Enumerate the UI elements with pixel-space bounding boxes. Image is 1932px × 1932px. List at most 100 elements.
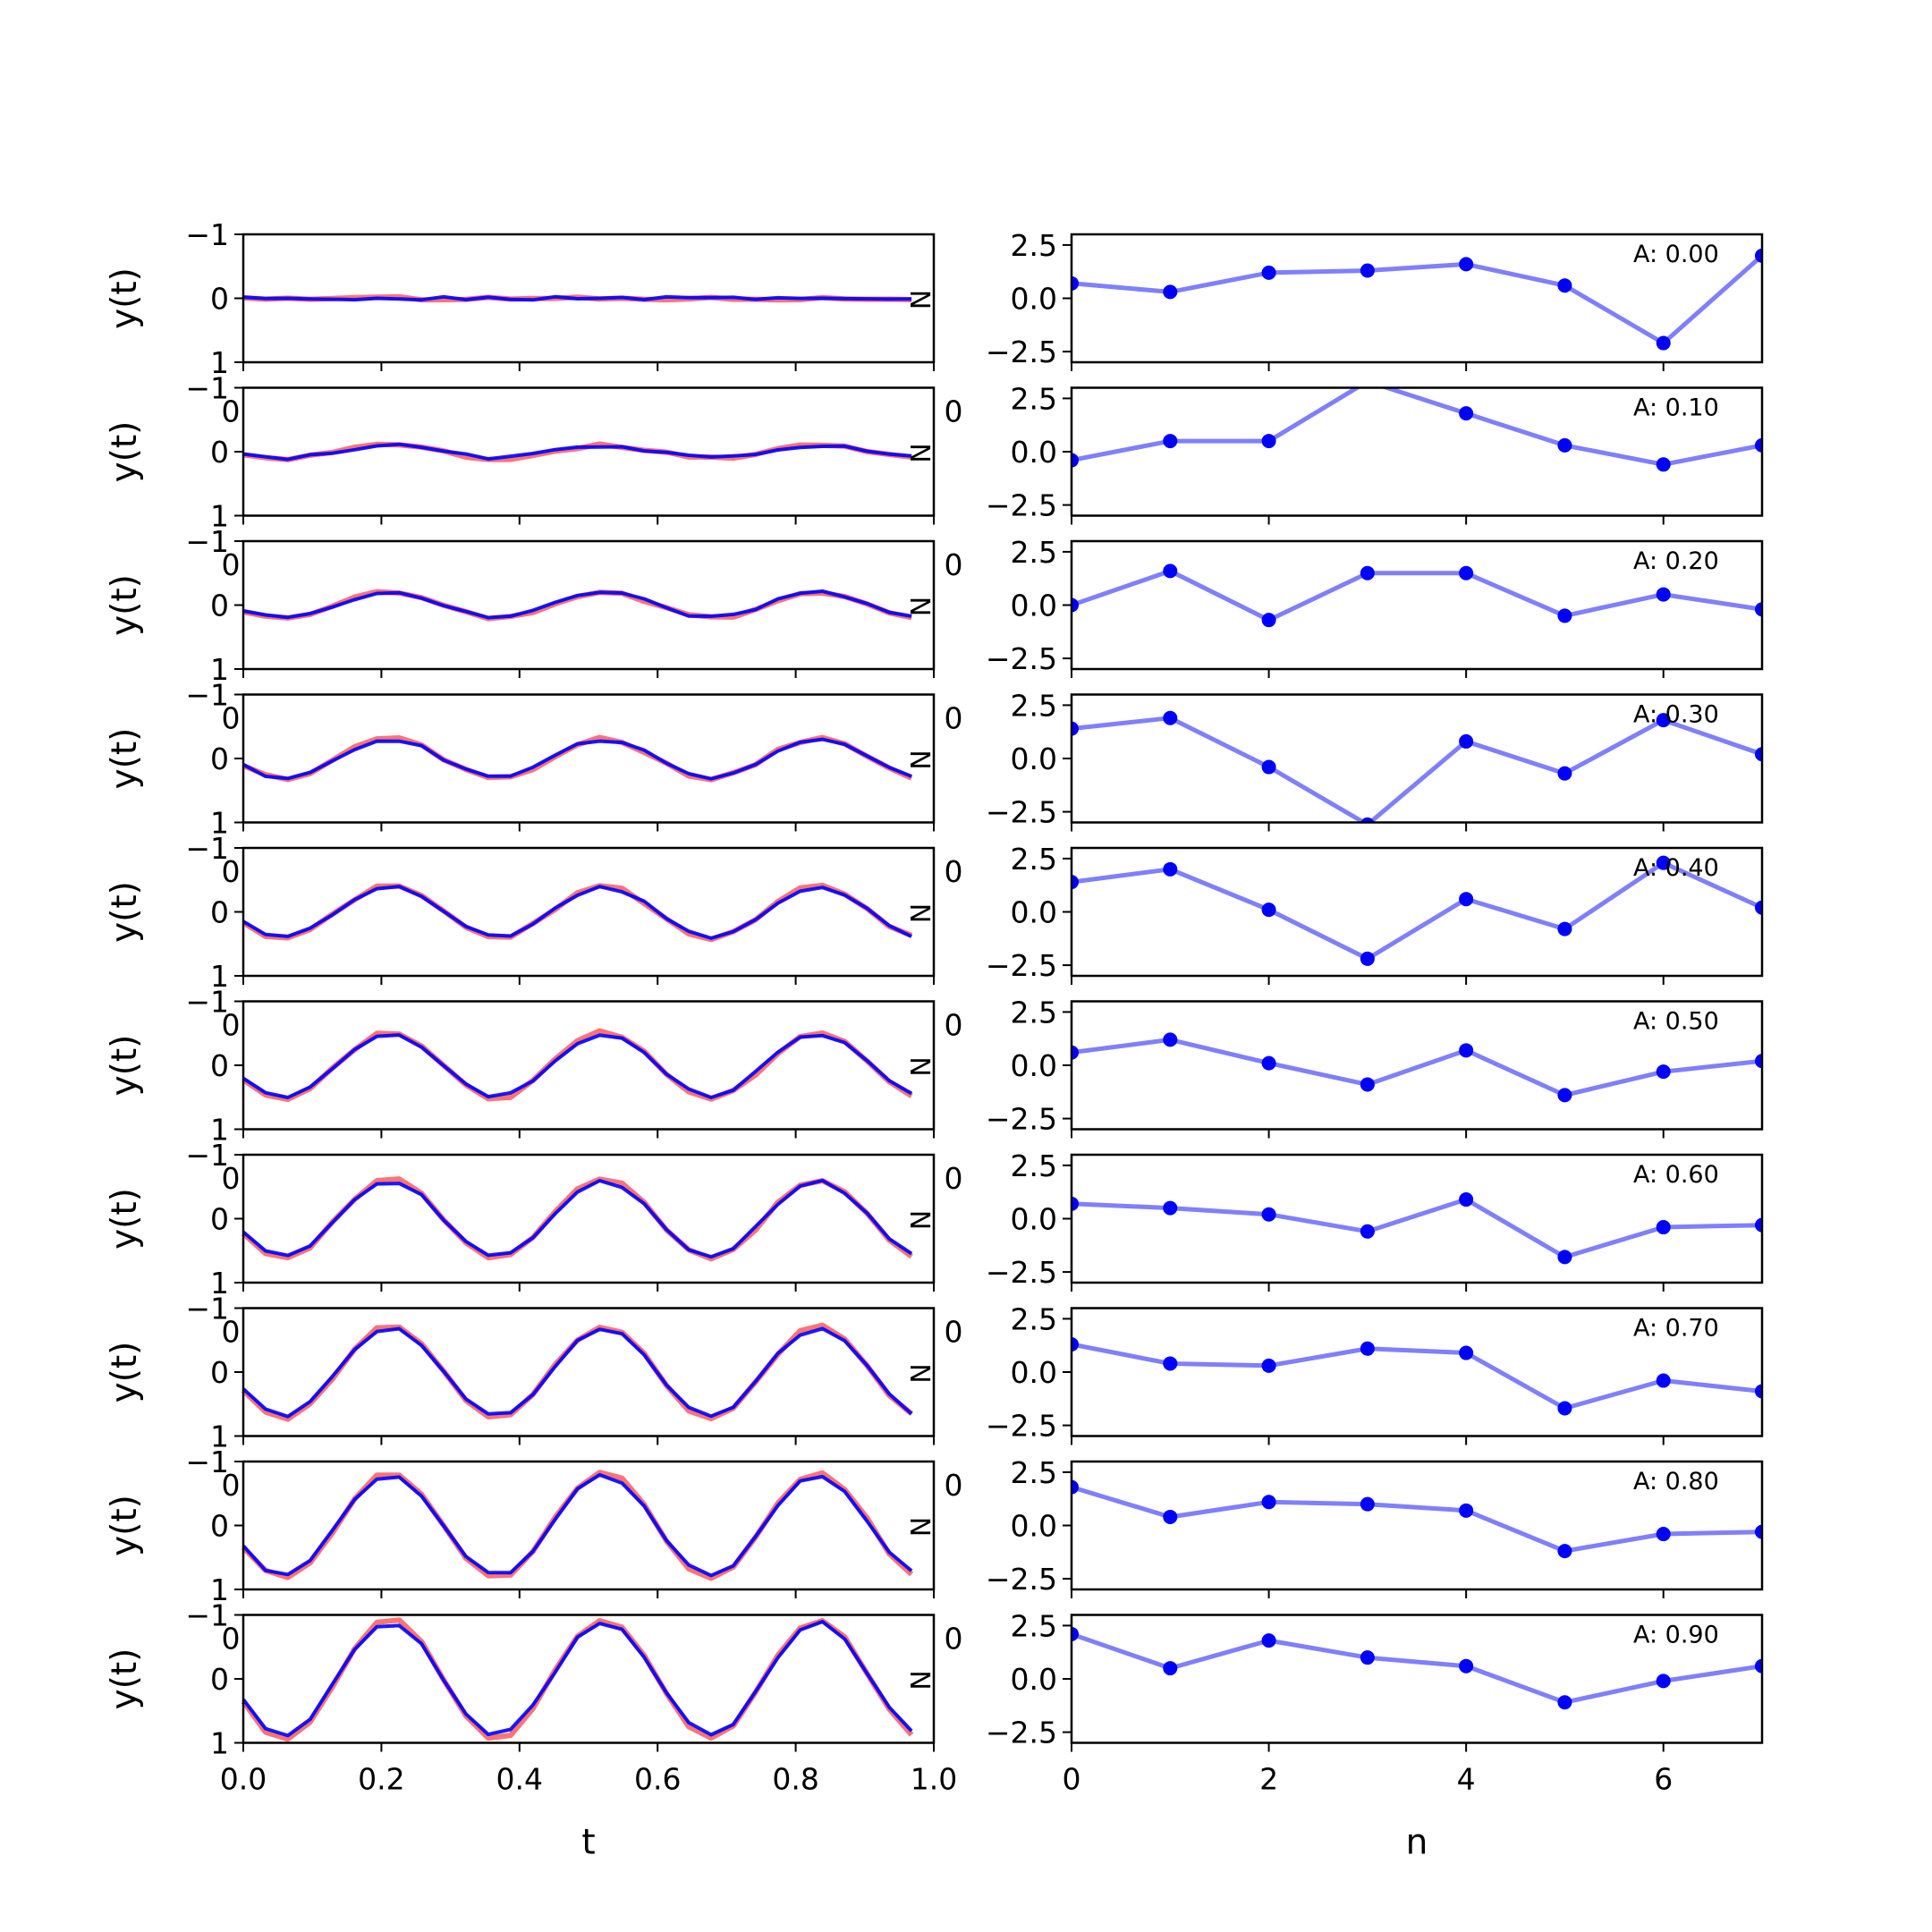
overlap-tick-label: 0	[945, 1008, 963, 1043]
data-point	[1163, 1200, 1178, 1216]
data-point	[1557, 921, 1572, 936]
y-tick-label: −2.5	[986, 1102, 1057, 1137]
y-tick-label: 1	[210, 652, 229, 687]
y-tick-label: 0	[210, 1355, 229, 1390]
data-point	[1755, 1524, 1762, 1539]
data-point	[1163, 564, 1178, 579]
data-point	[1459, 1345, 1474, 1360]
data-point	[1557, 1401, 1572, 1416]
overlap-tick-label: 0	[222, 854, 241, 889]
data-point	[1072, 721, 1079, 736]
data-point	[1656, 335, 1671, 351]
y-axis-label: y(t)	[105, 1188, 145, 1250]
sequence-line	[1072, 1485, 1762, 1554]
y-tick-label: 0	[210, 895, 229, 930]
overlap-tick-label: 0	[945, 701, 963, 736]
data-point	[1072, 1045, 1079, 1060]
end-marker-label: N	[903, 1517, 935, 1537]
signal-line-blue	[242, 1326, 913, 1419]
data-point	[1755, 1217, 1762, 1233]
y-tick-label: −1	[185, 1138, 229, 1173]
y-tick-label: 0	[210, 435, 229, 470]
y-axis-label: y(t)	[105, 1648, 145, 1710]
data-point	[1459, 565, 1474, 580]
y-tick-label: −2.5	[986, 488, 1057, 523]
end-marker-label: N	[903, 1363, 935, 1383]
data-point	[1072, 453, 1079, 468]
plot-area	[1072, 1192, 1762, 1265]
overlap-tick-label: 0	[945, 1315, 963, 1350]
plot-area	[1072, 1626, 1762, 1710]
data-point	[1072, 875, 1079, 890]
overlap-tick-label: 0	[945, 1622, 963, 1657]
amplitude-annotation: A: 0.00	[1633, 241, 1719, 268]
sequence-line	[1072, 387, 1762, 467]
end-marker-label: N	[903, 1056, 935, 1076]
data-point	[1072, 1337, 1079, 1352]
right-panel-8: 2.5 0.0 −2.5 A: 0.80	[986, 1455, 1764, 1598]
y-tick-label: 0.0	[1011, 741, 1057, 776]
data-point	[1360, 817, 1375, 823]
end-marker-label: N	[903, 903, 935, 923]
y-tick-label: 2.5	[1011, 535, 1057, 570]
y-tick-label: 1	[210, 1266, 229, 1301]
y-tick-label: −2.5	[986, 335, 1057, 369]
data-point	[1261, 1207, 1276, 1222]
y-tick-label: 0	[210, 741, 229, 776]
overlap-tick-label: 0	[222, 1315, 241, 1350]
data-point	[1163, 1356, 1178, 1371]
y-tick-label: 2.5	[1011, 381, 1057, 416]
data-point	[1459, 733, 1474, 749]
overlap-tick-label: 0	[222, 394, 241, 429]
x-tick-label: 0.4	[496, 1762, 543, 1797]
sequence-line	[1072, 1631, 1762, 1705]
data-point	[1459, 406, 1474, 421]
y-axis-label: y(t)	[105, 267, 145, 329]
y-tick-label: −1	[185, 1292, 229, 1326]
y-axis-label: y(t)	[105, 728, 145, 790]
data-point	[1557, 1695, 1572, 1710]
data-point	[1261, 434, 1276, 449]
y-tick-label: −1	[185, 1445, 229, 1479]
y-axis-label: y(t)	[105, 421, 145, 483]
signal-line-blue	[242, 1033, 913, 1099]
amplitude-annotation: A: 0.70	[1633, 1315, 1719, 1343]
left-panel-8: 10−1y(t) N0 0	[105, 1445, 963, 1607]
data-point	[1163, 434, 1178, 449]
overlap-tick-label: 0	[945, 1468, 963, 1503]
x-axis-label: n	[1406, 1823, 1428, 1863]
y-tick-label: 2.5	[1011, 1148, 1057, 1183]
left-panel-3: 10−1y(t) N0 0	[105, 678, 963, 841]
end-marker-label: N	[903, 443, 935, 462]
end-marker-label: N	[903, 597, 935, 616]
data-point	[1360, 1650, 1375, 1665]
data-point	[1656, 1064, 1671, 1080]
axes-frame	[242, 1153, 936, 1284]
y-tick-label: 2.5	[1011, 842, 1057, 877]
amplitude-annotation: A: 0.40	[1633, 854, 1719, 882]
data-point	[1755, 437, 1762, 453]
plot-area	[1072, 1032, 1762, 1103]
data-point	[1557, 1088, 1572, 1103]
data-point	[1072, 1626, 1079, 1641]
overlap-tick-label: 0	[222, 1468, 241, 1503]
y-tick-label: 1	[210, 499, 229, 534]
data-point	[1459, 892, 1474, 907]
end-marker-label: N	[903, 1210, 935, 1230]
data-point	[1459, 257, 1474, 272]
amplitude-annotation: A: 0.30	[1633, 701, 1719, 729]
left-panel-2: 10−1y(t) N0 0	[105, 524, 963, 687]
sequence-line	[1072, 568, 1762, 623]
overlap-tick-label: 0	[222, 1008, 241, 1043]
y-tick-label: 0.0	[1011, 1048, 1057, 1083]
overlap-tick-label: 0	[945, 547, 963, 582]
signal-line-blue	[242, 1472, 913, 1578]
x-tick-label: 0.8	[772, 1762, 818, 1797]
data-point	[1656, 1674, 1671, 1689]
y-tick-label: 1	[210, 1572, 229, 1607]
data-point	[1261, 613, 1276, 628]
data-point	[1656, 1220, 1671, 1235]
data-point	[1163, 1032, 1178, 1047]
right-panel-0: 2.5 0.0 −2.5 A: 0.00	[986, 228, 1764, 371]
right-panel-5: 2.5 0.0 −2.5 A: 0.50	[986, 995, 1764, 1139]
